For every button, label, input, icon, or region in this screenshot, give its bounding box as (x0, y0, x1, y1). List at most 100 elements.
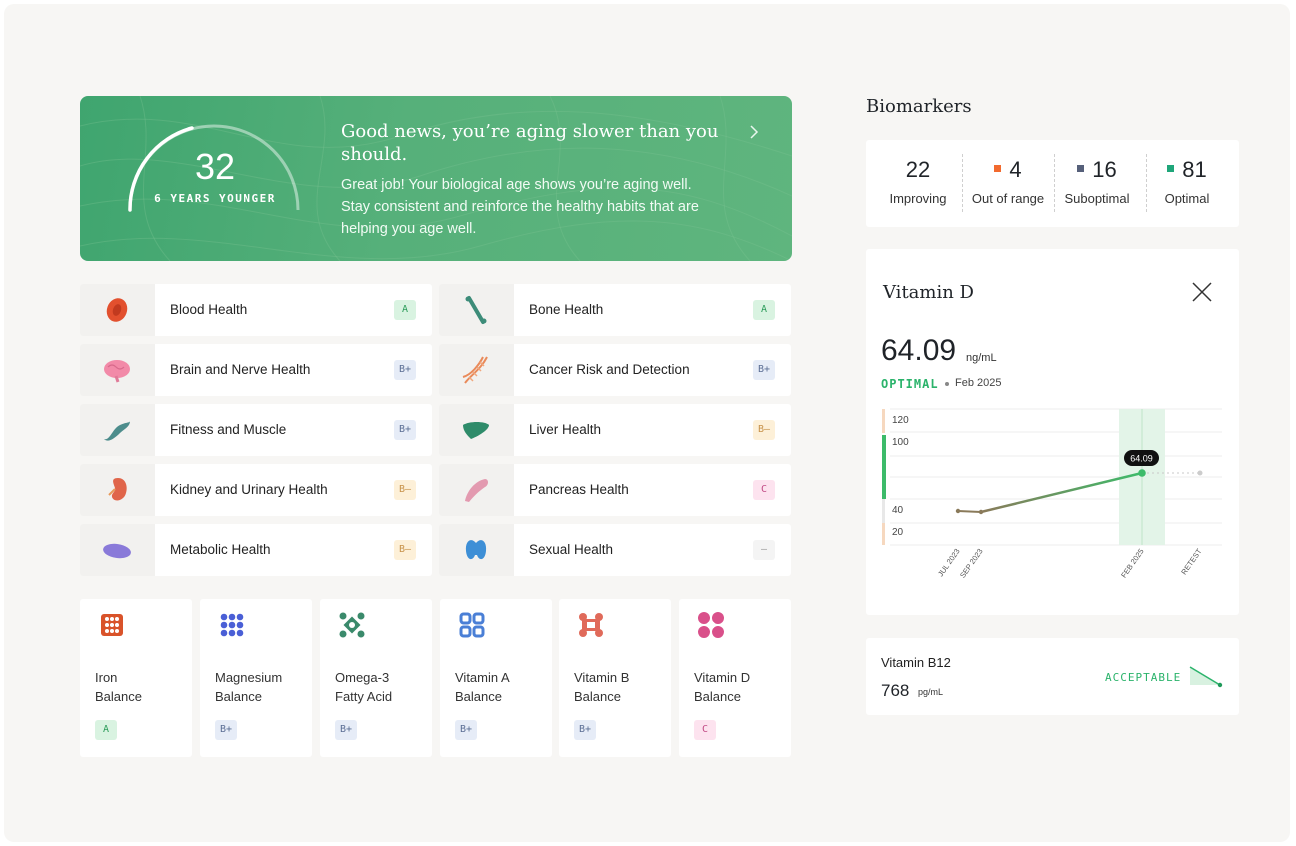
health-item-blood[interactable]: Blood Health A (80, 284, 432, 336)
magnesium-grid-icon (220, 613, 244, 637)
nutrient-label: Magnesium Balance (215, 670, 283, 704)
biomarker-unit: pg/mL (918, 687, 944, 697)
thumb (439, 344, 514, 396)
range-band-low (882, 523, 885, 545)
grade-badge: B+ (753, 360, 775, 380)
biomarker-title: Vitamin B12 (881, 655, 951, 670)
tooltip-label: 64.09 (1130, 454, 1153, 464)
banner-texture (80, 96, 792, 261)
liver-icon (463, 422, 489, 439)
grade-badge: B+ (335, 720, 357, 740)
range-band-optimal (882, 435, 886, 499)
nutrient-card-omega3[interactable]: Omega-3 Fatty Acid B+ (320, 599, 432, 757)
health-item-label: Bone Health (529, 302, 604, 317)
divider (962, 154, 963, 212)
thumb (80, 524, 155, 576)
vitamin-d-card: Vitamin D 64.09 ng/mL OPTIMAL Feb 2025 1… (866, 249, 1239, 615)
out-of-range-square-icon (994, 165, 1002, 172)
nutrient-label: Vitamin A Balance (455, 670, 510, 704)
grade-badge: B– (394, 540, 416, 560)
grade-badge: – (753, 540, 775, 560)
bio-age-banner[interactable] (80, 96, 792, 261)
health-item-liver[interactable]: Liver Health B– (439, 404, 791, 456)
health-item-label: Metabolic Health (170, 542, 271, 557)
nutrient-card-vitamin-d[interactable]: Vitamin D Balance C (679, 599, 791, 757)
range-bands (882, 409, 886, 545)
banner-body: Great job! Your biological age shows you… (341, 177, 699, 237)
biomarker-value: 64.09 (881, 334, 957, 367)
health-item-label: Brain and Nerve Health (170, 362, 311, 377)
health-item-label: Liver Health (529, 422, 602, 437)
omega-icon (339, 612, 365, 638)
health-item-pancreas[interactable]: Pancreas Health C (439, 464, 791, 516)
grade-badge: A (394, 300, 416, 320)
health-item-sexual[interactable]: Sexual Health – (439, 524, 791, 576)
brain-icon (104, 360, 130, 383)
thumb (80, 344, 155, 396)
stat-improving[interactable]: 22 Improving (889, 157, 947, 206)
nutrient-label: Vitamin B Balance (574, 670, 630, 704)
y-tick-label: 100 (892, 437, 909, 448)
age-gauge (128, 124, 300, 212)
nutrient-card-iron[interactable]: Iron Balance A (80, 599, 192, 757)
vitamin-a-icon (459, 612, 485, 638)
range-band-sub (882, 499, 885, 523)
data-point (955, 508, 961, 514)
blood-cell-icon (106, 298, 128, 322)
health-item-brain[interactable]: Brain and Nerve Health B+ (80, 344, 432, 396)
iron-grid-icon (101, 614, 123, 636)
nutrient-card-vitamin-a[interactable]: Vitamin A Balance B+ (440, 599, 552, 757)
health-item-kidney[interactable]: Kidney and Urinary Health B– (80, 464, 432, 516)
bio-age-caption: 6 YEARS YOUNGER (154, 192, 276, 205)
biomarker-title: Vitamin D (883, 282, 974, 303)
bone-icon (465, 296, 487, 324)
thumb (439, 524, 514, 576)
grade-badge: B+ (394, 360, 416, 380)
health-item-fitness[interactable]: Fitness and Muscle B+ (80, 404, 432, 456)
health-item-bone[interactable]: Bone Health A (439, 284, 791, 336)
health-item-label: Cancer Risk and Detection (529, 362, 690, 377)
health-item-cancer[interactable]: Cancer Risk and Detection B+ (439, 344, 791, 396)
thumb (439, 284, 514, 336)
thumb (80, 404, 155, 456)
grade-badge: B– (753, 420, 775, 440)
x-tick-label: SEP 2023 (958, 547, 985, 580)
y-tick-label: 120 (892, 415, 909, 426)
thumb (80, 464, 155, 516)
bio-age-value: 32 (194, 146, 236, 187)
grade-badge: B+ (574, 720, 596, 740)
biomarker-stats: 22 Improving 4 Out of range 16 Suboptima… (866, 140, 1239, 227)
health-item-label: Pancreas Health (529, 482, 629, 497)
measure-date: Feb 2025 (955, 377, 1002, 389)
optimal-square-icon (1167, 165, 1175, 172)
retest-point (1197, 470, 1203, 476)
stat-suboptimal[interactable]: 16 Suboptimal (1064, 157, 1130, 206)
grade-badge: A (753, 300, 775, 320)
grade-badge: A (95, 720, 117, 740)
grade-badge: B– (394, 480, 416, 500)
nutrient-card-vitamin-b[interactable]: Vitamin B Balance B+ (559, 599, 671, 757)
nutrient-label: Iron Balance (95, 670, 142, 704)
y-tick-label: 20 (892, 527, 904, 538)
data-point (978, 509, 984, 515)
x-tick-label: RETEST (1179, 547, 1204, 577)
vitamin-b12-card[interactable]: Vitamin B12 768 pg/mL ACCEPTABLE (866, 638, 1239, 715)
trend-down-icon (1189, 666, 1223, 688)
grade-badge: B+ (215, 720, 237, 740)
y-tick-labels: 120 100 40 20 (892, 415, 909, 538)
health-item-label: Kidney and Urinary Health (170, 482, 328, 497)
chevron-right-icon[interactable] (744, 122, 764, 142)
grade-badge: B+ (394, 420, 416, 440)
biomarker-unit: ng/mL (966, 352, 997, 364)
nutrient-card-magnesium[interactable]: Magnesium Balance B+ (200, 599, 312, 757)
stat-out-of-range[interactable]: 4 Out of range (971, 157, 1045, 206)
suboptimal-square-icon (1077, 165, 1085, 172)
health-item-metabolic[interactable]: Metabolic Health B– (80, 524, 432, 576)
series-segment (957, 510, 982, 513)
data-point-current (1138, 469, 1146, 477)
health-item-label: Fitness and Muscle (170, 422, 287, 437)
stat-optimal[interactable]: 81 Optimal (1164, 157, 1210, 206)
close-icon[interactable] (1191, 281, 1213, 303)
